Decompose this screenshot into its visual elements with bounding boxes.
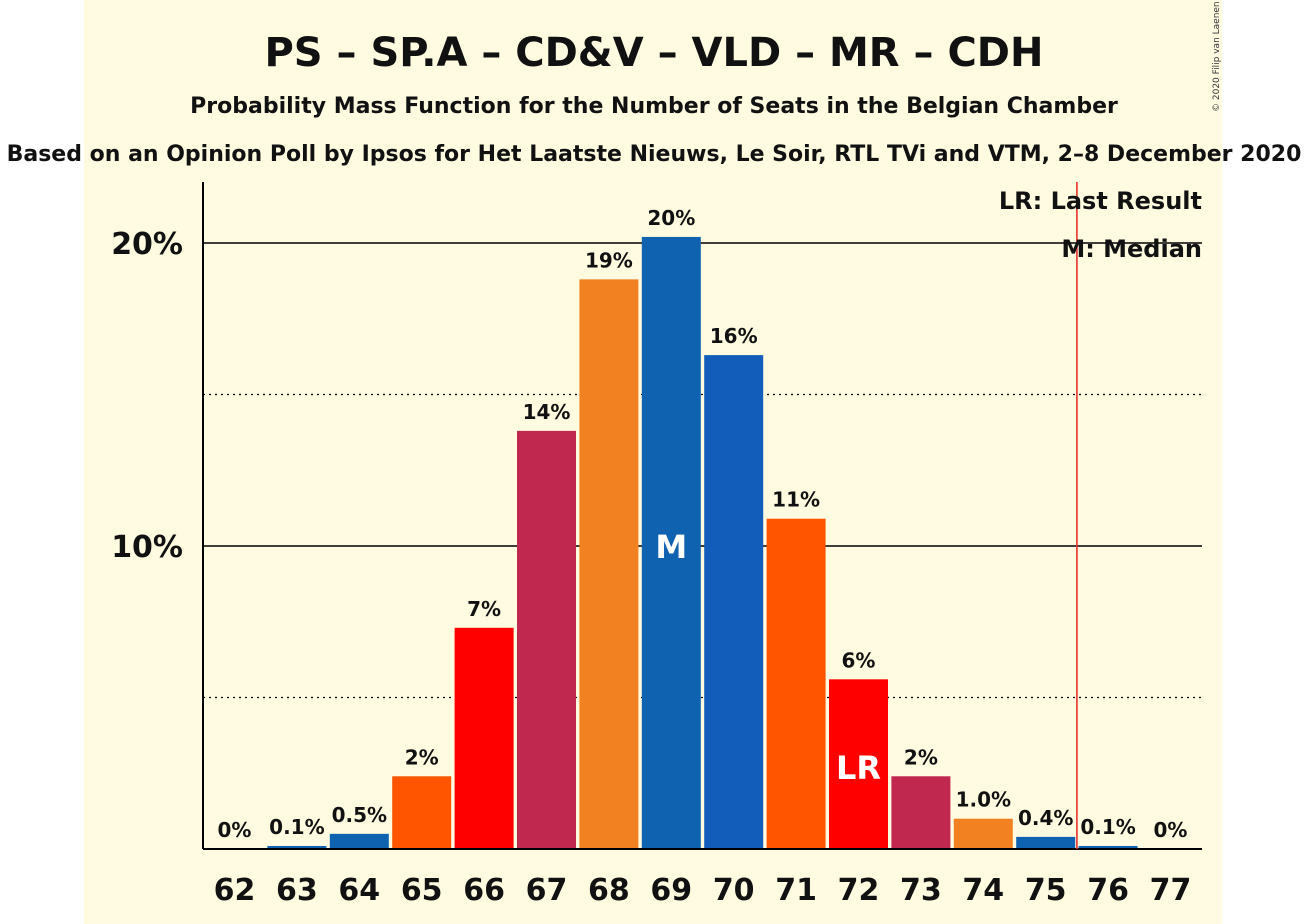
x-tick-label: 75 bbox=[1025, 873, 1067, 908]
data-label-seat-69: 20% bbox=[647, 206, 695, 230]
x-tick-label: 73 bbox=[900, 873, 942, 908]
bars bbox=[267, 236, 1138, 849]
bar-seat-67 bbox=[517, 430, 576, 849]
x-tick-label: 63 bbox=[276, 873, 318, 908]
data-label-seat-72: 6% bbox=[842, 648, 876, 672]
bar-seat-65 bbox=[392, 776, 452, 849]
x-tick-label: 67 bbox=[526, 873, 568, 908]
data-label-seat-62: 0% bbox=[218, 818, 252, 842]
data-label-seat-70: 16% bbox=[710, 324, 758, 348]
y-axis-ticks: 10% 20% bbox=[111, 227, 183, 565]
data-label-seat-64: 0.5% bbox=[332, 803, 387, 827]
chart-source: Based on an Opinion Poll by Ipsos for He… bbox=[7, 142, 1302, 167]
x-tick-label: 70 bbox=[713, 873, 755, 908]
bar-seat-64 bbox=[329, 833, 389, 849]
x-tick-label: 77 bbox=[1150, 873, 1192, 908]
data-label-seat-63: 0.1% bbox=[269, 815, 324, 839]
bar-seat-68 bbox=[579, 279, 639, 849]
x-tick-label: 74 bbox=[962, 873, 1004, 908]
bar-markers: M LR bbox=[655, 528, 881, 787]
data-label-seat-74: 1.0% bbox=[956, 788, 1011, 812]
chart-subtitle: Probability Mass Function for the Number… bbox=[190, 94, 1118, 119]
bar-seat-69 bbox=[641, 236, 701, 849]
median-marker: M bbox=[655, 528, 687, 566]
data-label-seat-68: 19% bbox=[585, 248, 633, 272]
x-tick-label: 76 bbox=[1087, 873, 1129, 908]
y-tick-label: 20% bbox=[111, 227, 183, 262]
data-labels: 0% 0.1% 0.5% 2% 7% 14% 19% 20% 16% 11% 6% 2% 1.0% 0.4… bbox=[218, 206, 1188, 842]
data-label-seat-77: 0% bbox=[1154, 818, 1188, 842]
bar-seat-71 bbox=[766, 518, 826, 849]
data-label-seat-65: 2% bbox=[405, 745, 439, 769]
bar-seat-75 bbox=[1016, 836, 1076, 849]
x-tick-label: 65 bbox=[401, 873, 443, 908]
x-axis-ticks: 62 63 64 65 66 67 68 69 70 71 72 73 74 75 76 77 bbox=[214, 873, 1192, 908]
bar-seat-73 bbox=[891, 776, 951, 849]
x-tick-label: 72 bbox=[838, 873, 880, 908]
x-tick-label: 69 bbox=[650, 873, 692, 908]
data-label-seat-75: 0.4% bbox=[1018, 806, 1073, 830]
bar-seat-76 bbox=[1078, 845, 1138, 849]
x-tick-label: 68 bbox=[588, 873, 630, 908]
data-label-seat-76: 0.1% bbox=[1080, 815, 1135, 839]
x-tick-label: 71 bbox=[775, 873, 817, 908]
legend-median: M: Median bbox=[1061, 235, 1202, 263]
y-tick-label: 10% bbox=[111, 530, 183, 565]
chart-title: PS – SP.A – CD&V – VLD – MR – CDH bbox=[264, 30, 1043, 76]
x-tick-label: 64 bbox=[338, 873, 380, 908]
data-label-seat-67: 14% bbox=[523, 400, 571, 424]
x-tick-label: 62 bbox=[214, 873, 256, 908]
gridlines bbox=[203, 242, 1202, 699]
x-tick-label: 66 bbox=[463, 873, 505, 908]
copyright-note: © 2020 Filip van Laenen bbox=[1212, 1, 1222, 112]
bar-seat-63 bbox=[267, 845, 327, 849]
bar-seat-74 bbox=[953, 818, 1013, 849]
data-label-seat-66: 7% bbox=[467, 597, 501, 621]
data-label-seat-71: 11% bbox=[772, 488, 820, 512]
legend-last-result: LR: Last Result bbox=[999, 187, 1202, 215]
bar-seat-66 bbox=[454, 627, 514, 849]
data-label-seat-73: 2% bbox=[904, 745, 938, 769]
last-result-marker: LR bbox=[836, 749, 881, 787]
bar-seat-72 bbox=[829, 679, 888, 849]
bar-seat-70 bbox=[704, 355, 764, 849]
